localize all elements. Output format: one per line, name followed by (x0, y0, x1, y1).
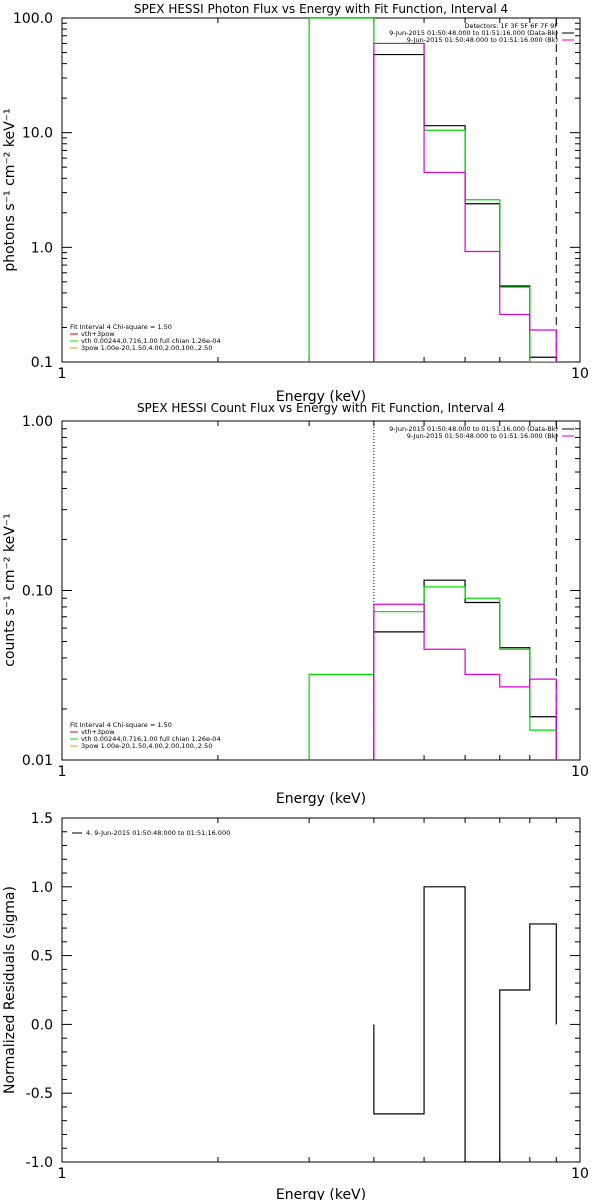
axes-frame (61, 817, 581, 1163)
y-tick-label: 1.0 (31, 880, 53, 896)
legend-left-entry: 3pow 1.00e-20,1.50,4.00,2.00,100.,2.50 (81, 344, 212, 352)
plot-area (308, 18, 557, 362)
y-tick-label: 0.0 (31, 1017, 53, 1033)
residuals-panel: Energy (keV) Normalized Residuals (sigma… (2, 811, 589, 1200)
y-tick-label: 0.5 (31, 949, 53, 965)
y-tick-label: 0.01 (22, 753, 53, 769)
residuals-ylabel: Normalized Residuals (sigma) (2, 886, 18, 1094)
y-tick-label: 0.1 (31, 355, 53, 371)
x-tick-label: 1 (58, 764, 67, 780)
legend-right-entry: Detectors: 1F 3F 5F 6F 7F 9F (464, 22, 558, 30)
series-line-background (373, 603, 557, 760)
y-tick-label: 1.0 (31, 240, 53, 256)
photon-flux-title: SPEX HESSI Photon Flux vs Energy with Fi… (134, 2, 508, 16)
legend-left-entry: Fit Interval 4 Chi-square = 1.50 (70, 323, 172, 331)
x-tick-label: 10 (571, 1166, 589, 1182)
y-tick-label: 0.10 (22, 584, 53, 600)
legend-left-entry: Fit Interval 4 Chi-square = 1.50 (70, 721, 172, 729)
residuals-xlabel: Energy (keV) (276, 1187, 366, 1200)
y-tick-label: 100.0 (13, 11, 53, 27)
y-tick-label: -0.5 (26, 1086, 53, 1102)
legend-left-entry: vth+3pow (81, 330, 115, 338)
plot-area (308, 421, 557, 760)
count-flux-panel: SPEX HESSI Count Flux vs Energy with Fit… (2, 401, 589, 807)
legend-left-entry: vth+3pow (81, 728, 115, 736)
series-line-model (308, 18, 557, 362)
legend-top-entry: 4. 9-Jun-2015 01:50:48.000 to 01:51:16.0… (86, 829, 230, 837)
legend-left-entry: 3pow 1.00e-20,1.50,4.00,2.00,100.,2.50 (81, 742, 212, 750)
series-line-data (373, 53, 557, 362)
series-line-data (373, 886, 557, 1162)
y-tick-label: 1.00 (22, 414, 53, 430)
y-tick-label: 10.0 (22, 126, 53, 142)
x-tick-label: 1 (58, 366, 67, 382)
x-tick-label: 1 (58, 1166, 67, 1182)
legend-right-entry: 9-Jun-2015 01:50:48.000 to 01:51:16.000 … (407, 432, 558, 440)
legend-right-entry: 9-Jun-2015 01:50:48.000 to 01:51:16.000 … (389, 425, 558, 433)
photon-flux-ylabel: photons s⁻¹ cm⁻² keV⁻¹ (2, 108, 18, 271)
legend-left-entry: vth 0.00244,0.716,1.00 full chian 1.26e-… (81, 735, 221, 743)
x-tick-label: 10 (571, 366, 589, 382)
y-tick-label: 1.5 (31, 811, 53, 827)
photon-flux-panel: SPEX HESSI Photon Flux vs Energy with Fi… (2, 2, 589, 405)
legend-left-entry: vth 0.00244,0.716,1.00 full chian 1.26e-… (81, 337, 221, 345)
y-tick-label: -1.0 (26, 1155, 53, 1171)
photon-flux-xlabel: Energy (keV) (276, 389, 366, 405)
legend-right-entry: 9-Jun-2015 01:50:48.000 to 01:51:16.000 … (389, 29, 558, 37)
plot-area (373, 886, 557, 1162)
legend-right-entry: 9-Jun-2015 01:50:48.000 to 01:51:16.000 … (407, 36, 558, 44)
count-flux-title: SPEX HESSI Count Flux vs Energy with Fit… (137, 401, 505, 415)
series-line-data (373, 579, 557, 760)
count-flux-xlabel: Energy (keV) (276, 791, 366, 807)
x-tick-label: 10 (571, 764, 589, 780)
count-flux-ylabel: counts s⁻¹ cm⁻² keV⁻¹ (2, 513, 18, 667)
series-line-background (373, 42, 557, 362)
